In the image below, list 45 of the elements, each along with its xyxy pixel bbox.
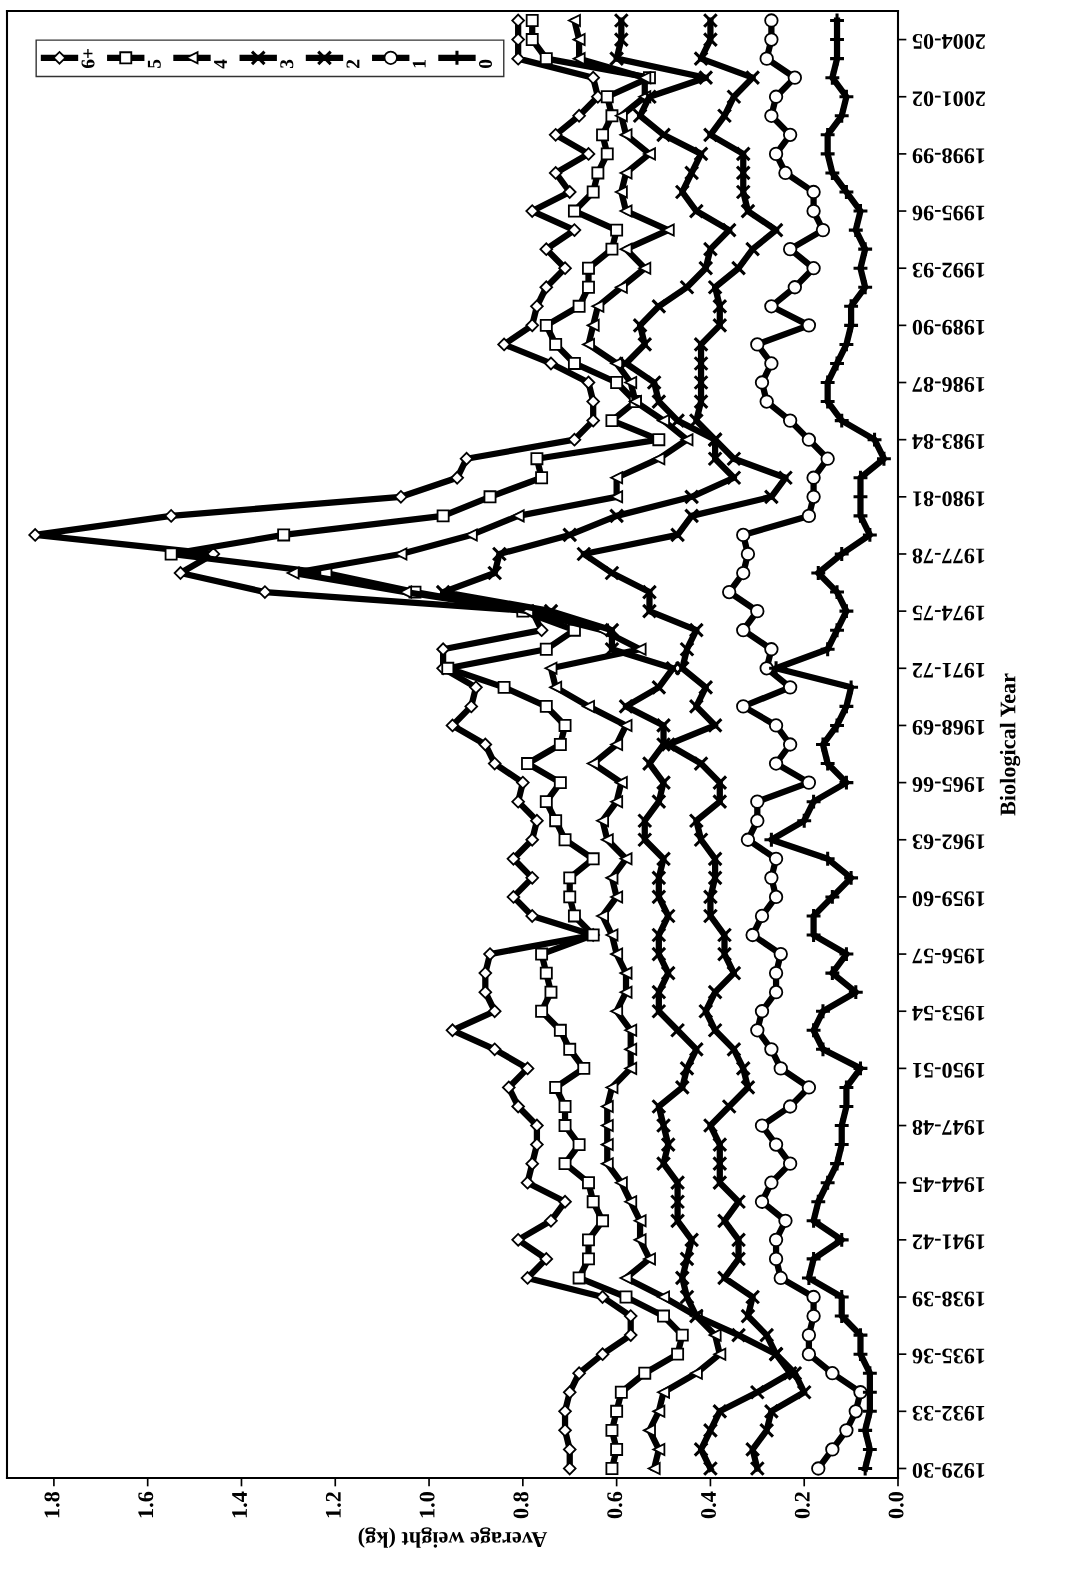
legend-label: 6+ (81, 48, 95, 69)
legend-label: 5 (147, 59, 161, 68)
y-tick-label: 1944-45 (912, 1177, 985, 1193)
x-axis-title: Average weight (kg) (358, 1527, 548, 1548)
y-tick-label: 1992-93 (912, 262, 985, 278)
y-tick-label: 1998-99 (912, 148, 985, 164)
x-tick-label: 1.4 (232, 1491, 248, 1518)
y-tick-label: 1959-60 (912, 891, 985, 907)
y-tick-label: 1980-81 (913, 491, 985, 507)
y-tick-label: 1929-30 (912, 1462, 985, 1478)
y-tick-label: 1983-84 (912, 434, 985, 450)
x-tick-label: 1.8 (44, 1491, 60, 1518)
x-tick-label: 0.4 (700, 1491, 717, 1519)
x-tick-label: 0.0 (888, 1492, 904, 1519)
legend-label: 2 (346, 59, 360, 68)
x-tick-label: 1.2 (325, 1492, 341, 1518)
y-tick-label: 1938-39 (912, 1291, 985, 1307)
legend-label: 0 (478, 59, 493, 69)
y-tick-label: 1941-42 (912, 1234, 985, 1250)
y-tick-label: 1962-63 (912, 834, 985, 850)
legend-label: 3 (280, 59, 294, 69)
x-tick-label: 1.6 (138, 1491, 154, 1518)
y-tick-label: 1977-78 (912, 548, 985, 564)
y-tick-label: 1956-57 (912, 948, 985, 964)
y-tick-label: 1935-36 (912, 1348, 985, 1364)
y-tick-label: 2001-02 (912, 91, 986, 107)
y-tick-label: 1974-75 (912, 605, 985, 621)
legend-label: 1 (412, 60, 426, 68)
y-tick-label: 1989-90 (912, 319, 985, 335)
y-tick-label: 1950-51 (913, 1062, 985, 1078)
legend-label: 4 (214, 59, 227, 69)
y-tick-label: 1986-87 (912, 376, 985, 392)
x-tick-label: 0.6 (607, 1491, 623, 1519)
y-tick-label: 1947-48 (912, 1119, 985, 1135)
x-tick-label: 0.2 (794, 1492, 810, 1519)
y-axis-title: Biological Year (999, 673, 1021, 816)
y-tick-label: 1953-54 (912, 1005, 985, 1021)
x-tick-label: 0.8 (513, 1491, 529, 1519)
y-tick-label: 1971-72 (912, 662, 985, 678)
x-tick-label: 1.0 (419, 1492, 435, 1518)
y-tick-label: 1968-69 (912, 719, 985, 735)
y-tick-label: 1995-96 (912, 205, 985, 221)
y-tick-label: 1932-33 (912, 1405, 985, 1421)
y-tick-label: 1965-66 (912, 777, 985, 792)
y-tick-label: 2004-05 (912, 34, 986, 50)
